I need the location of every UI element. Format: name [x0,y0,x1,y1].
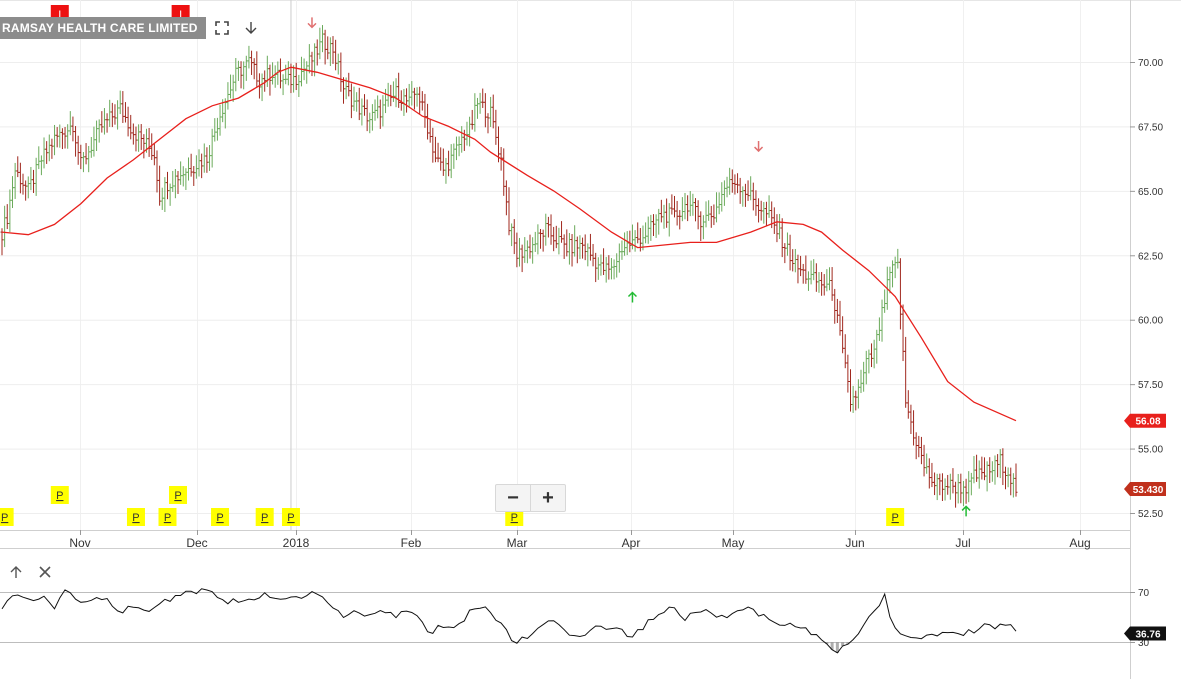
zoom-in-button[interactable]: + [530,485,565,511]
p-marker-label: P [1,512,8,524]
p-marker-label: P [56,490,63,502]
buy-signal-arrow [961,505,971,517]
indicator-value-badge-label: 36.76 [1135,630,1160,641]
y-tick-label: 67.50 [1138,122,1163,133]
p-marker-label: P [891,512,898,524]
down-arrow-icon[interactable] [242,19,260,37]
x-tick-label: Feb [401,536,422,550]
indicator-line [1,588,1017,654]
y-tick-label: 55.00 [1138,445,1163,456]
p-marker-label: P [511,512,518,524]
ohlc-bars [0,25,1018,508]
p-marker-box [50,486,69,504]
p-marker[interactable]: P [281,508,300,526]
p-marker[interactable]: P [158,508,177,526]
zoom-out-button[interactable]: − [507,486,519,509]
p-marker-box [281,508,300,526]
info-marker-label: I [58,9,61,21]
x-tick-label: Jul [955,536,970,550]
x-tick-label: Dec [186,536,207,550]
ma-value-badge: 56.08 [1124,413,1166,428]
close-icon-glyph [39,566,51,578]
p-marker-label: P [261,512,268,524]
p-marker[interactable]: P [255,508,274,526]
p-marker-box [886,508,905,526]
p-marker-box [255,508,274,526]
y-tick-label: 57.50 [1138,380,1163,391]
p-marker[interactable]: P [50,486,69,504]
y-tick-label: 60.00 [1138,316,1163,327]
fullscreen-icon-glyph [215,21,229,35]
p-marker-label: P [216,512,223,524]
indicator-value-badge: 36.76 [1124,626,1166,641]
sell-signal-arrow [754,141,764,153]
close-icon[interactable] [38,565,52,582]
p-marker-box [211,508,230,526]
zoom-controls: − + [495,484,566,512]
indicator-y-tick-label: 30 [1138,638,1150,649]
chart-title: RAMSAY HEALTH CARE LIMITED [0,17,206,39]
moving-average-line [1,66,1017,422]
x-tick-label: 2018 [283,536,310,550]
p-marker-box [0,508,14,526]
y-tick-label: 52.50 [1138,509,1163,520]
last-price-badge: 53.430 [1124,482,1166,497]
p-marker[interactable]: P [126,508,145,526]
x-tick-label: Aug [1069,536,1090,550]
y-tick-label: 65.00 [1138,187,1163,198]
p-marker[interactable]: P [211,508,230,526]
fullscreen-icon[interactable] [213,19,231,37]
ma-value-badge-shape [1124,413,1166,428]
p-marker-box [169,486,188,504]
indicator-y-tick-label: 70 [1138,588,1150,599]
x-tick-label: May [722,536,745,550]
y-tick-label: 62.50 [1138,251,1163,262]
p-marker-label: P [287,512,294,524]
x-tick-label: Nov [69,536,90,550]
y-tick-label: 70.00 [1138,58,1163,69]
p-marker-label: P [164,512,171,524]
indicator-value-badge-shape [1124,626,1166,641]
oversold-fill [515,642,850,653]
p-marker-box [158,508,177,526]
x-tick-label: Mar [507,536,528,550]
buy-signal-arrow [627,291,637,303]
last-price-badge-shape [1124,482,1166,497]
ma-value-badge-label: 56.08 [1135,417,1160,428]
p-marker[interactable]: P [505,508,524,526]
arrow-up-icon[interactable] [9,565,23,582]
info-marker-label: I [179,9,182,21]
arrow-up-icon-glyph [10,566,22,578]
p-marker-box [505,508,524,526]
p-marker-label: P [174,490,181,502]
down-arrow-icon-glyph [245,22,257,34]
p-marker[interactable]: P [0,508,14,526]
p-marker-box [126,508,145,526]
sell-signal-arrow [307,17,317,29]
p-marker[interactable]: P [169,486,188,504]
p-marker-label: P [132,512,139,524]
x-tick-label: Apr [622,536,641,550]
x-tick-label: Jun [845,536,864,550]
p-marker[interactable]: P [886,508,905,526]
last-price-badge-label: 53.430 [1133,485,1164,496]
